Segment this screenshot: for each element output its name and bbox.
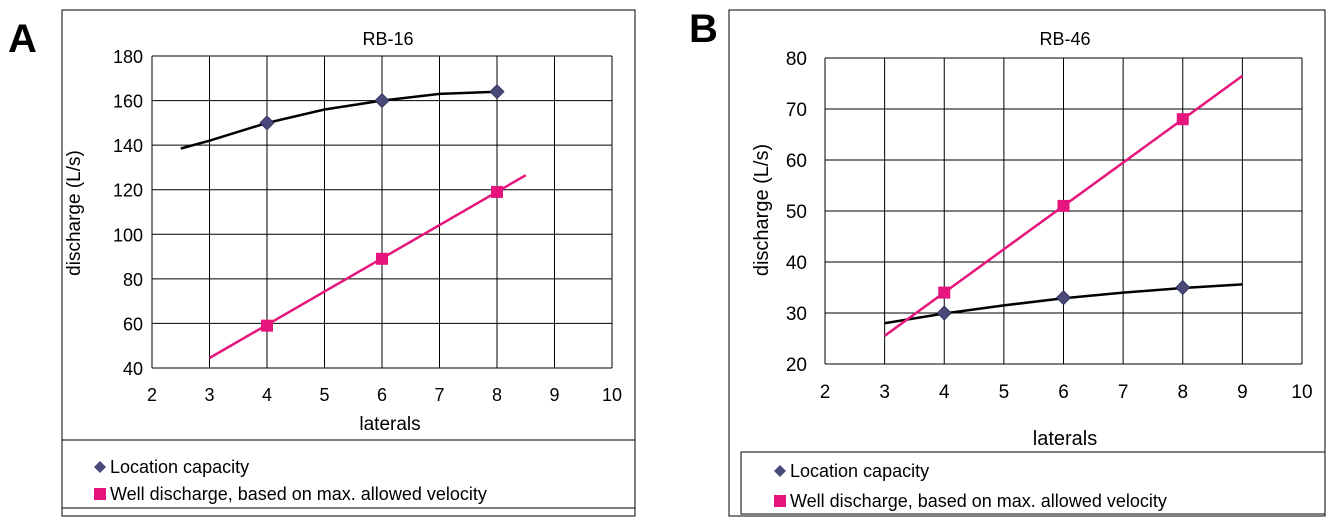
x-tick-label: 8 (492, 385, 502, 405)
square-marker (1057, 199, 1070, 212)
legend-box (740, 451, 1326, 515)
x-tick-label: 3 (204, 385, 214, 405)
legend-box (61, 439, 636, 509)
diamond-marker (374, 93, 390, 109)
chart-panel-a: A 2 3 4 5 6 7 8 9 10 40 60 80 100 120 140 160 180 RB-16 lat… (8, 9, 636, 517)
panel-label: A (8, 17, 37, 61)
y-tick-label: 30 (786, 304, 807, 325)
square-marker (491, 185, 503, 198)
capacity-trendline (180, 90, 498, 150)
x-tick-label: 9 (1237, 382, 1248, 403)
x-tick-label: 8 (1177, 382, 1188, 403)
x-tick-label: 2 (147, 385, 157, 405)
x-axis-label: laterals (1033, 428, 1097, 450)
series-location-capacity (180, 84, 505, 150)
y-tick-label: 20 (786, 355, 807, 376)
chart-panel-b: B 2 3 4 5 6 7 8 9 10 20 30 40 50 60 70 80 RB-46 laterals di… (689, 7, 1326, 517)
x-tick-label: 7 (434, 385, 444, 405)
y-tick-label: 100 (113, 225, 143, 245)
y-tick-label: 120 (113, 181, 143, 201)
series-well-discharge (883, 74, 1244, 337)
series-location-capacity (884, 279, 1243, 325)
y-tick-label: 80 (123, 270, 143, 290)
legend-square-icon (94, 488, 106, 500)
chart-title: RB-46 (1039, 29, 1090, 49)
diamond-marker (1175, 279, 1191, 296)
square-marker (938, 286, 951, 299)
legend-square-icon (774, 495, 786, 507)
y-tick-label: 140 (113, 136, 143, 156)
y-tick-label: 60 (786, 151, 807, 172)
x-tick-label: 4 (262, 385, 272, 405)
y-axis-label: discharge (L/s) (64, 150, 85, 276)
x-axis-label: laterals (359, 414, 420, 435)
x-tick-label: 4 (939, 382, 950, 403)
legend: Location capacity Well discharge, based o… (740, 451, 1326, 515)
x-tick-label: 10 (1291, 382, 1312, 403)
x-tick-label: 5 (999, 382, 1010, 403)
series-well-discharge (208, 174, 527, 360)
y-tick-label: 50 (786, 202, 807, 223)
square-marker (376, 252, 388, 265)
square-marker (1176, 113, 1189, 126)
gridlines (151, 55, 613, 369)
legend-label-well-discharge: Well discharge, based on max. allowed ve… (790, 491, 1167, 511)
panel-label: B (689, 7, 718, 51)
x-tick-label: 10 (602, 385, 622, 405)
y-tick-label: 40 (123, 359, 143, 379)
y-tick-label: 180 (113, 47, 143, 67)
y-axis-label: discharge (L/s) (751, 144, 773, 276)
legend-label-location-capacity: Location capacity (110, 457, 249, 477)
legend-diamond-icon (774, 465, 786, 477)
x-tick-label: 9 (549, 385, 559, 405)
legend-label-location-capacity: Location capacity (790, 461, 929, 481)
legend-diamond-icon (94, 461, 106, 473)
diamond-marker (936, 305, 952, 321)
diamond-marker (489, 84, 505, 100)
chart-frame (728, 9, 1326, 517)
x-tick-label: 7 (1118, 382, 1129, 403)
diamond-marker (259, 115, 275, 131)
chart-title: RB-16 (362, 29, 413, 49)
legend-label-well-discharge: Well discharge, based on max. allowed ve… (110, 484, 487, 504)
y-tick-label: 60 (123, 314, 143, 334)
y-tick-label: 70 (786, 100, 807, 121)
x-tick-label: 5 (319, 385, 329, 405)
x-tick-label: 6 (1058, 382, 1069, 403)
diamond-marker (1055, 290, 1072, 306)
y-tick-label: 80 (786, 49, 807, 70)
x-tick-label: 6 (377, 385, 387, 405)
x-tick-label: 3 (879, 382, 890, 403)
chart-frame (61, 9, 636, 517)
square-marker (261, 319, 273, 332)
y-tick-label: 40 (786, 253, 807, 274)
x-tick-label: 2 (820, 382, 831, 403)
y-tick-label: 160 (113, 92, 143, 112)
discharge-trendline (208, 174, 527, 360)
legend: Location capacity Well discharge, based o… (61, 439, 636, 509)
